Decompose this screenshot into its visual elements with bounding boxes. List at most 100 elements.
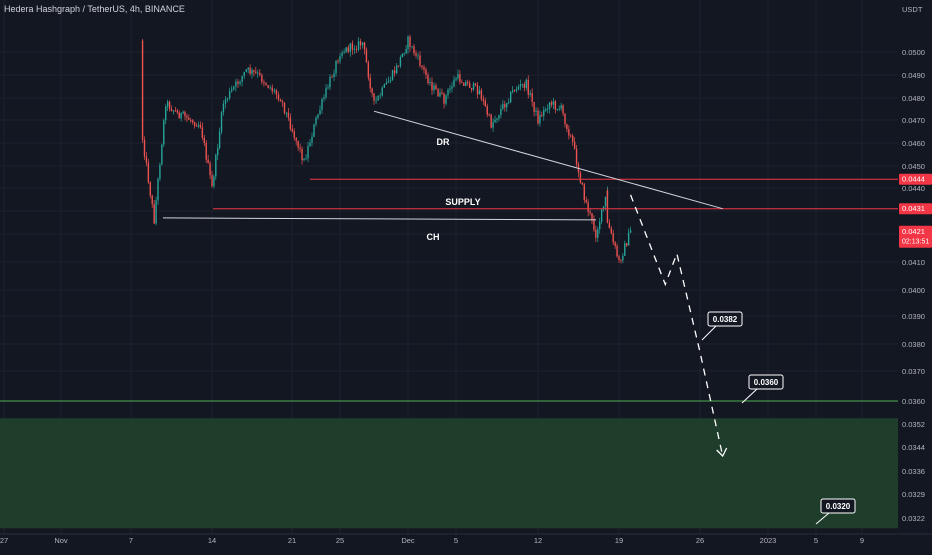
candle-body (211, 175, 213, 187)
candle-body (369, 77, 371, 89)
candle-body (271, 87, 273, 92)
dr-trendline (373, 110, 723, 210)
supply-top-price-tag-text: 0.0444 (902, 175, 925, 184)
price-axis[interactable]: USDT 0.0500 0.0490 0.0480 0.0470 0.0460 0.0450… (899, 5, 932, 523)
candle-body (205, 142, 207, 160)
candle-body (465, 81, 467, 86)
candle-body (433, 85, 435, 91)
candle-body (533, 101, 535, 112)
candle-body (377, 95, 379, 101)
time-tick: 21 (288, 536, 296, 545)
candle-body (277, 94, 280, 100)
candle-body (415, 53, 417, 56)
candle-body (351, 43, 354, 50)
symbol-title: Hedera Hashgraph / TetherUS, 4h, BINANCE (4, 4, 185, 14)
candle-body (329, 76, 331, 88)
candle-body (309, 142, 311, 147)
candle-body (517, 86, 520, 90)
candle-body (321, 98, 323, 110)
candle-body (602, 206, 605, 209)
candle-body (455, 78, 457, 80)
candle-body (203, 137, 205, 143)
candle-body (445, 95, 447, 104)
candle-body (285, 112, 288, 114)
candle-body (153, 204, 155, 224)
candle-body (548, 102, 551, 109)
candle-body (453, 79, 455, 87)
price-tick: 0.0410 (902, 258, 925, 267)
candle-body (155, 200, 157, 224)
candle-body (303, 158, 305, 161)
candle-body (618, 256, 620, 260)
candle-body (307, 146, 309, 159)
candle-body (470, 87, 473, 90)
candle-body (556, 109, 558, 110)
target-1-callout-pointer (701, 325, 717, 341)
candle-body (593, 219, 595, 230)
candle-body (381, 87, 383, 96)
candle-body (627, 232, 630, 246)
candle-body (213, 176, 215, 187)
candle-body (259, 72, 261, 75)
candle-body (220, 112, 223, 132)
candle-body (421, 65, 423, 68)
candle-body (345, 47, 347, 53)
candle-body (323, 97, 325, 99)
candle-body (543, 109, 545, 116)
candle-body (359, 41, 362, 46)
candle-body (437, 89, 439, 97)
candle-body (166, 101, 169, 107)
candle-body (184, 111, 186, 117)
price-tick: 0.0344 (902, 443, 925, 452)
candle-body (570, 135, 572, 137)
candle-body (265, 83, 267, 86)
candle-body (267, 85, 269, 88)
candle-body (597, 229, 599, 238)
projection-arrowhead (716, 447, 728, 458)
candle-body (391, 70, 394, 80)
candle-body (521, 84, 524, 85)
price-tick: 0.0352 (902, 420, 925, 429)
candle-body (279, 99, 282, 102)
candle-body (315, 117, 317, 125)
candle-body (560, 105, 562, 109)
candles (141, 34, 632, 264)
candle-body (311, 136, 313, 143)
candle-body (335, 60, 337, 74)
price-tick: 0.0336 (902, 467, 925, 476)
candle-body (443, 93, 445, 104)
candle-body (541, 115, 543, 116)
supply-bottom-price-tag-text: 0.0431 (902, 204, 925, 213)
candle-body (535, 110, 537, 112)
candle-body (595, 229, 597, 238)
price-tick: 0.0450 (902, 162, 925, 171)
candle-body (523, 84, 526, 88)
candle-body (249, 67, 251, 74)
candle-body (176, 110, 178, 113)
candle-body (239, 81, 241, 84)
candle-body (626, 243, 628, 246)
time-tick: 26 (696, 536, 704, 545)
candle-body (407, 36, 409, 50)
time-axis[interactable]: 27 Nov 7 14 21 25 Dec 5 12 19 26 2023 5 9 (0, 533, 932, 545)
candle-body (419, 55, 421, 66)
candle-body (482, 99, 485, 101)
candle-body (226, 98, 229, 100)
candle-body (558, 108, 560, 110)
price-tick: 0.0500 (902, 48, 925, 57)
candle-body (393, 70, 396, 74)
candle-body (614, 242, 616, 246)
candle-body (500, 108, 502, 116)
candle-body (319, 109, 321, 115)
candle-body (247, 67, 249, 70)
countdown-text: 02:13:51 (902, 239, 929, 246)
candle-body (427, 74, 429, 83)
candle-body (389, 79, 392, 82)
drawings[interactable] (0, 110, 898, 458)
time-tick: 12 (534, 536, 542, 545)
candle-body (459, 74, 461, 83)
candle-body (599, 221, 601, 230)
candle-body (241, 76, 243, 82)
